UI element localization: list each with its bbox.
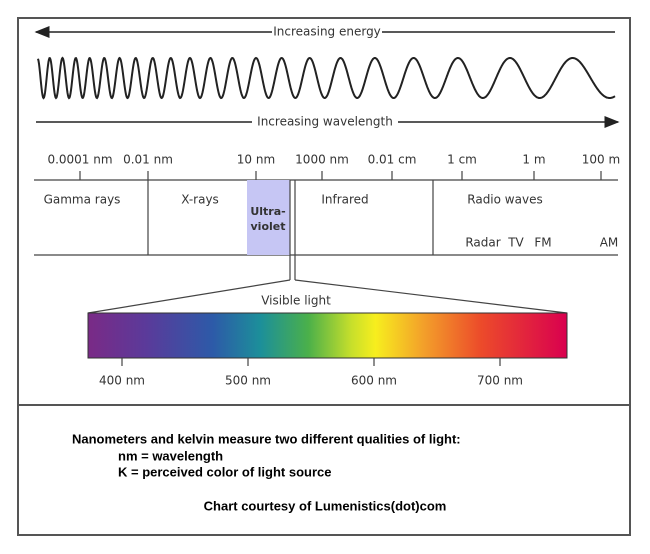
footer-line: nm = wavelength — [118, 448, 223, 463]
scale-label: 100 m — [582, 153, 620, 167]
band-label: Ultra- — [250, 205, 285, 218]
band-label: Radio waves — [467, 193, 542, 207]
wavelength-label: Increasing wavelength — [257, 115, 393, 129]
zoom-line — [87, 279, 291, 314]
band-label: Gamma rays — [44, 193, 121, 207]
zoom-line — [294, 279, 568, 314]
visible-label: Visible light — [261, 294, 331, 308]
visible-tick-label: 500 nm — [225, 374, 271, 388]
footer-line: K = perceived color of light source — [118, 464, 331, 479]
scale-label: 1 m — [522, 153, 545, 167]
scale-label: 1 cm — [447, 153, 477, 167]
band-label: Infrared — [321, 193, 368, 207]
uv-region — [247, 180, 290, 255]
wave — [37, 56, 616, 100]
visible-tick-label: 400 nm — [99, 374, 145, 388]
footer-credit: Chart courtesy of Lumenistics(dot)com — [204, 498, 447, 513]
radio-sub-label: AM — [600, 236, 619, 250]
band-label: X-rays — [181, 193, 219, 207]
visible-tick-label: 600 nm — [351, 374, 397, 388]
label-bg — [272, 24, 382, 40]
scale: 0.0001 nm 0.01 nm 10 nm 1000 nm 0.01 cm 1 cm 1… — [47, 153, 620, 180]
visible-ticks: 400 nm 500 nm 600 nm 700 nm — [99, 358, 523, 388]
label-bg — [252, 114, 398, 130]
radio-sub-label: FM — [534, 236, 551, 250]
scale-label: 10 nm — [237, 153, 275, 167]
scale-label: 1000 nm — [295, 153, 349, 167]
scale-label: 0.0001 nm — [47, 153, 112, 167]
band-label: violet — [251, 220, 286, 233]
scale-label: 0.01 cm — [368, 153, 417, 167]
radio-sub-label: TV — [507, 236, 524, 250]
scale-label: 0.01 nm — [123, 153, 173, 167]
visible-tick-label: 700 nm — [477, 374, 523, 388]
visible-spectrum — [87, 312, 568, 359]
energy-label: Increasing energy — [273, 25, 381, 39]
radio-sub-label: Radar — [465, 236, 500, 250]
footer-heading: Nanometers and kelvin measure two differ… — [72, 431, 461, 446]
outer-frame — [17, 17, 631, 536]
